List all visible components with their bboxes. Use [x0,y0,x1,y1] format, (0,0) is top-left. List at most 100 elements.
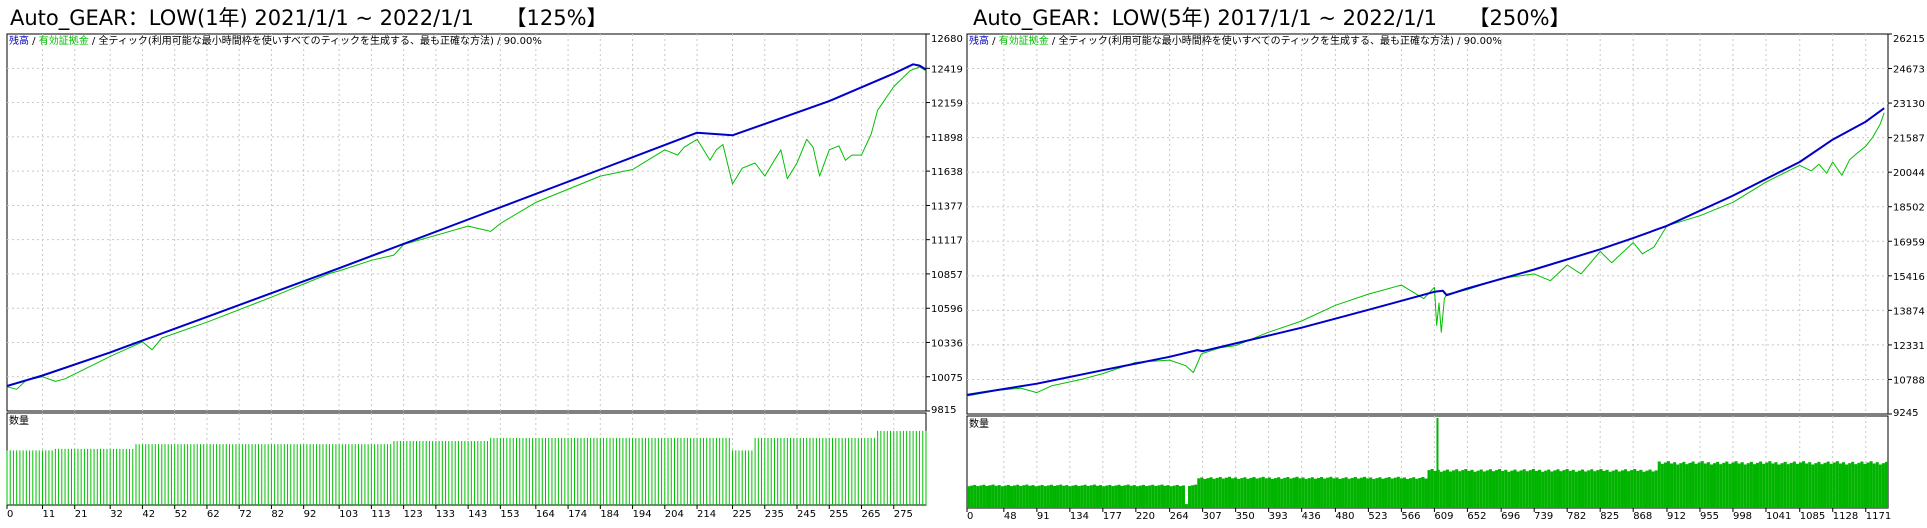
x-tick-label: 307 [1203,511,1222,522]
volume-bar [1108,484,1112,508]
volume-bar [1737,463,1741,508]
volume-bar [1052,485,1057,508]
volume-bar [1105,485,1109,508]
equity-line-left [6,66,927,390]
x-tick-label: 153 [500,509,519,520]
volume-bar [1286,477,1290,508]
volume-bar [1538,469,1542,508]
volume-bar [1805,463,1809,508]
volume-bar [1148,485,1152,508]
y-tick-label: 15416 [1893,272,1925,283]
x-tick-label: 1041 [1766,511,1791,522]
volume-bar [1550,471,1554,508]
volume-bar [1000,486,1004,508]
volume-bar [1755,462,1760,508]
volume-bar [1771,463,1775,508]
volume-bar [1759,461,1763,508]
volume-bar [1092,484,1096,508]
volume-bar [1154,485,1158,508]
volume-bar [973,484,977,508]
volume-bar [1160,484,1164,508]
x-tick-label: 177 [1103,511,1122,522]
volume-bar [1049,484,1053,508]
volume-bar [1415,478,1419,508]
volume-bar [970,485,974,508]
volume-bar [1854,464,1858,508]
volume-bar [1590,469,1594,508]
x-tick-label: 91 [1037,511,1050,522]
volume-bar [1670,463,1674,508]
volume-bar [1623,469,1628,508]
volume-bar [1596,470,1600,508]
volume-bar [1525,471,1529,508]
volume-bar [1620,470,1624,508]
volume-bar [1473,471,1477,508]
volume-bar [1746,463,1750,508]
volume-bar [1359,477,1364,508]
volume-bar [1488,469,1492,508]
volume-bar [1184,504,1189,508]
x-tick-label: 275 [894,509,913,520]
volume-bar [1304,478,1308,508]
x-tick-label: 92 [304,509,317,520]
y-tick-label: 10596 [931,304,963,315]
volume-bar [1716,461,1720,508]
x-tick-label: 868 [1633,511,1652,522]
volume-bar [1267,477,1271,508]
volume-bar [1719,464,1723,508]
volume-bar [1034,486,1038,508]
volume-bar [1808,462,1812,508]
volume-bar [1344,477,1348,508]
volume-bar [1025,484,1029,508]
volume-bar [1820,464,1824,508]
volume-bar [1329,476,1333,508]
x-tick-label: 264 [1170,511,1189,522]
legend-right: 残高 / 有効証拠金 / 全ティック(利用可能な最小時間枠を使いすべてのティック… [969,34,1502,47]
volume-bar [1280,478,1284,508]
volume-bar [1384,477,1388,508]
volume-bar [1762,463,1766,508]
volume-bar [1743,464,1747,508]
volume-bar [1495,470,1499,508]
volume-bar [1019,485,1023,508]
volume-bar [1316,477,1321,508]
volume-bar [1587,470,1591,508]
volume-bar [1832,462,1836,508]
x-tick-label: 265 [862,509,881,520]
volume-bar [1458,471,1462,508]
volume-bar [1356,478,1360,508]
volume-bar [1043,486,1047,508]
volume-bar [1191,485,1195,508]
volume-bar [1283,477,1287,508]
plot-area-right [966,33,1889,415]
x-tick-label: 143 [468,509,487,520]
volume-bar [1584,471,1588,508]
volume-label-right: 数量 [969,417,989,430]
volume-bar [1666,461,1671,508]
volume-bar [1255,478,1259,508]
volume-bar [1206,478,1210,508]
volume-bar [1151,484,1155,508]
volume-bar [1412,477,1416,508]
volume-bar [1777,464,1781,508]
volume-bar [991,484,995,508]
volume-bar [1335,477,1339,508]
volume-bar [1249,477,1253,508]
y-tick-label: 9815 [931,405,956,416]
volume-bar [1274,478,1278,508]
volume-bar [1630,470,1634,508]
volume-bar [1731,462,1735,508]
volume-bar [1869,461,1873,508]
volume-bar [1427,470,1431,508]
volume-bar [1516,471,1520,508]
volume-bar [1694,463,1698,508]
volume-bar [1783,461,1787,508]
volume-bar [1734,461,1738,508]
volume-bar [1264,478,1268,508]
volume-bar [1838,463,1842,508]
volume-bar [1857,462,1861,508]
volume-bar [1212,478,1216,508]
volume-bar [1728,463,1732,508]
volume-label-left: 数量 [9,414,29,427]
